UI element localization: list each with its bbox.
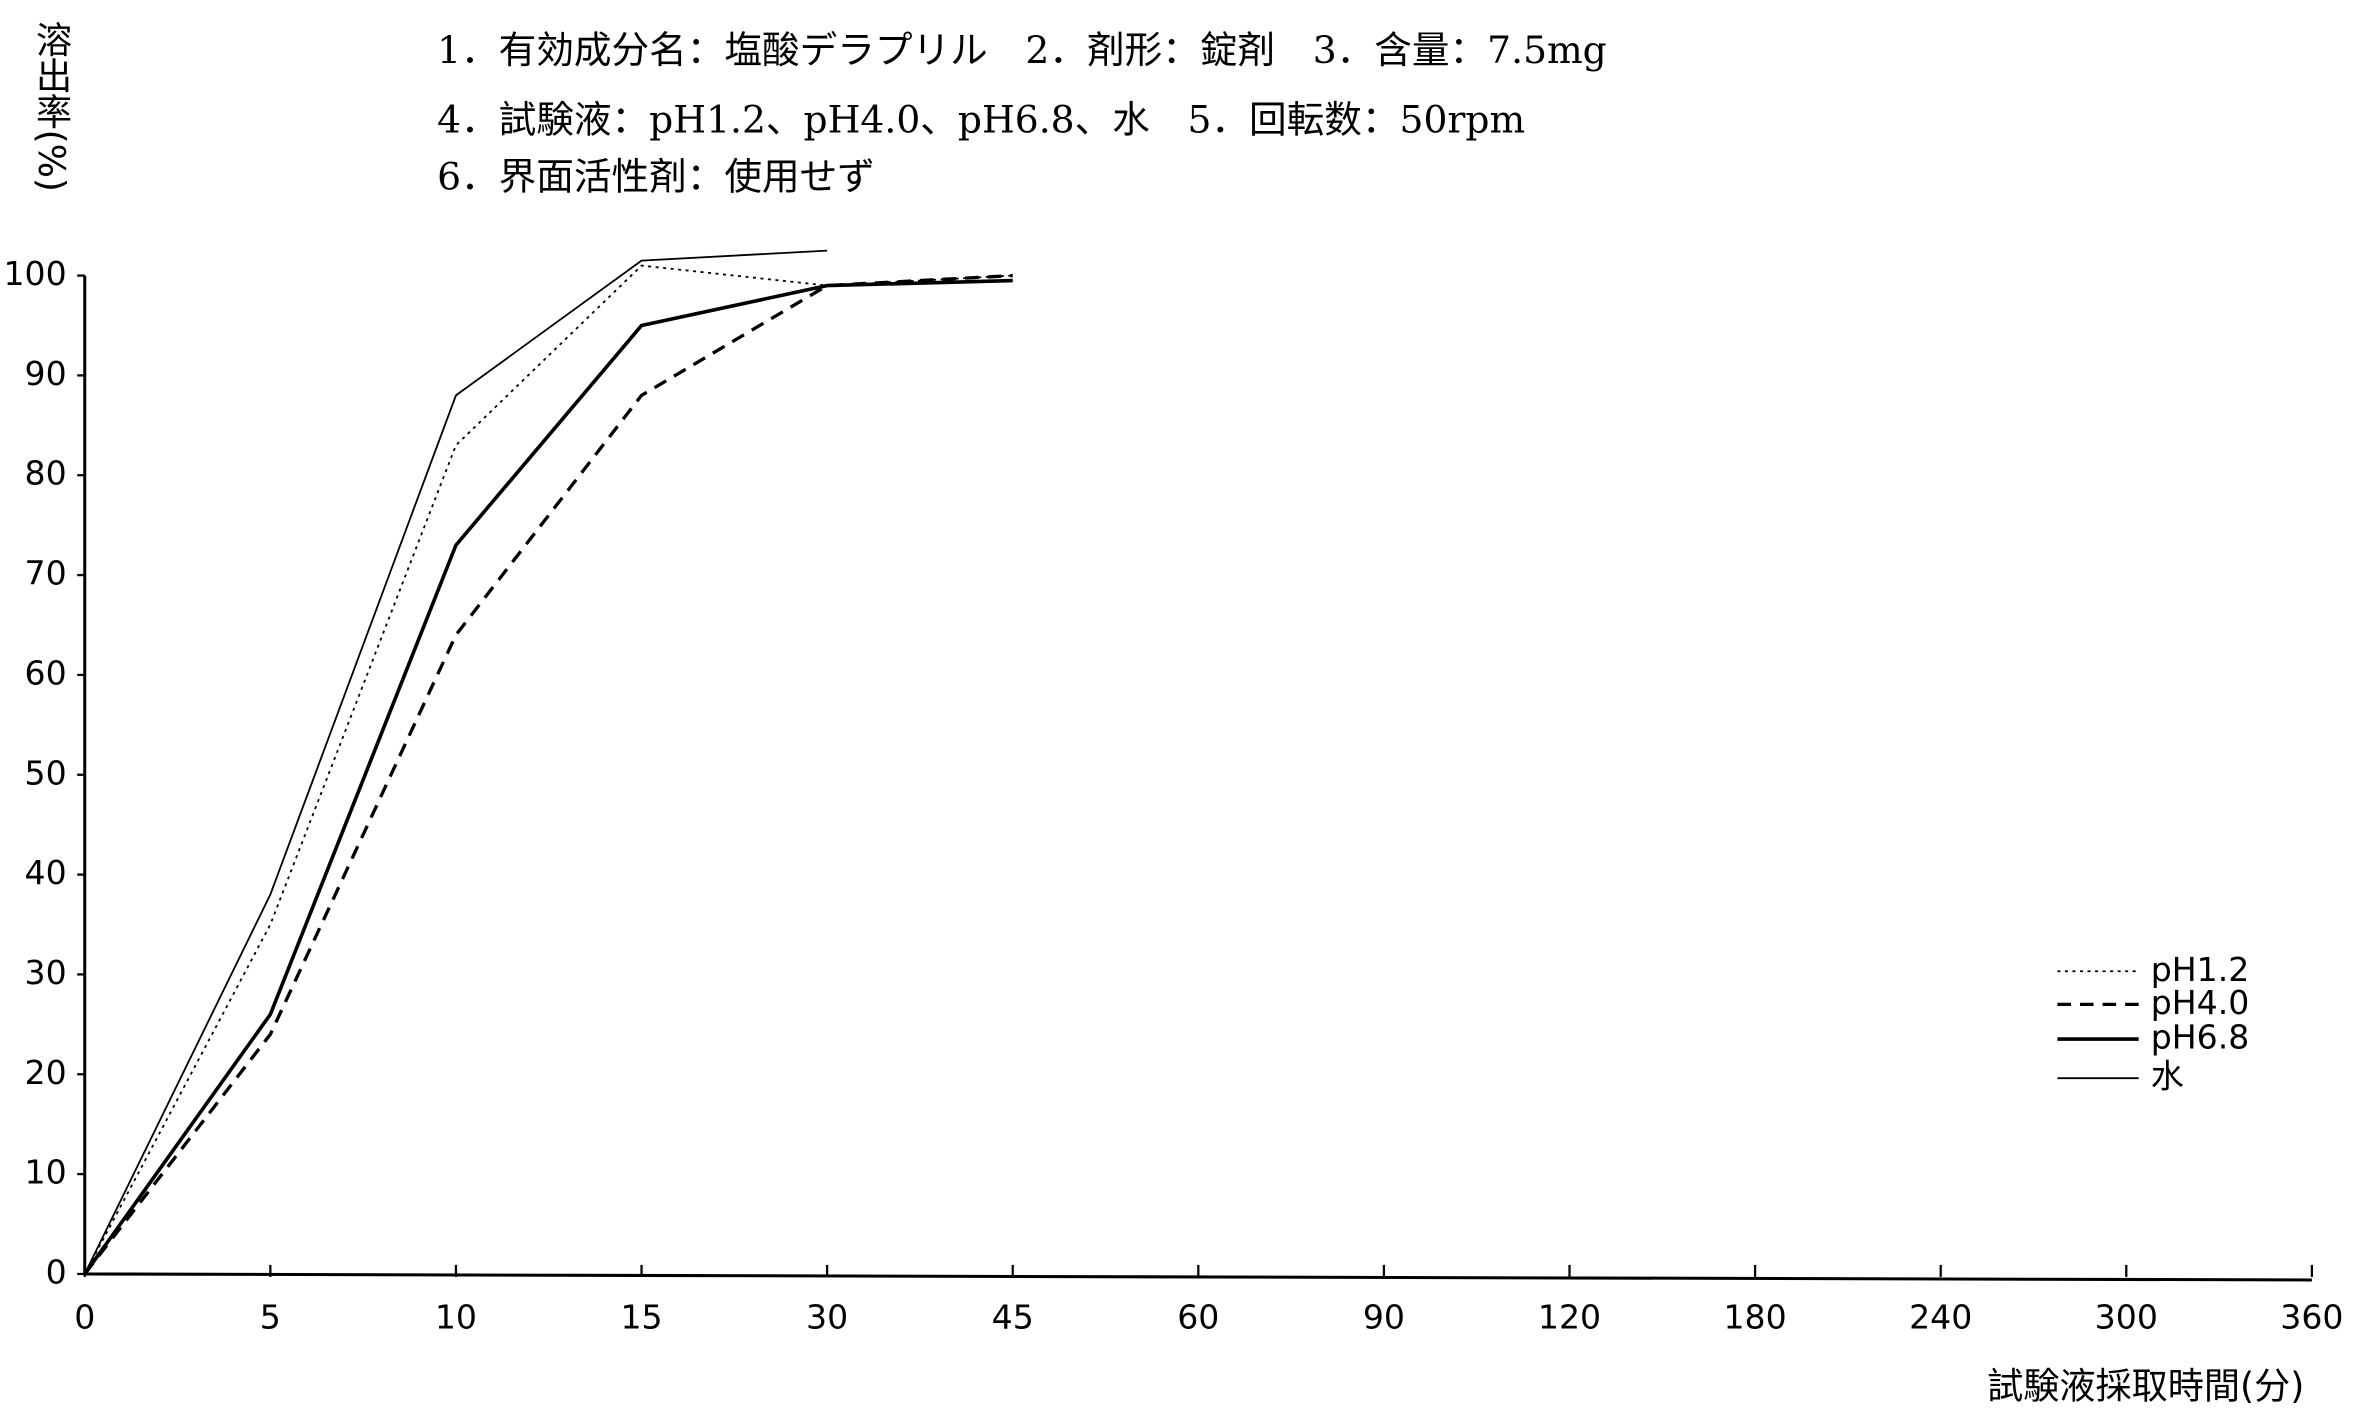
y-axis-label: 溶出率(%) xyxy=(30,21,73,192)
series-line xyxy=(83,273,1013,1275)
x-tick-label: 120 xyxy=(1538,1298,1601,1337)
x-tick-label: 240 xyxy=(1909,1298,1972,1337)
y-tick-label: 50 xyxy=(25,753,67,792)
x-tick-label: 360 xyxy=(2280,1298,2343,1337)
x-tick-label: 60 xyxy=(1177,1298,1219,1337)
x-tick-label: 45 xyxy=(992,1298,1034,1337)
y-tick-label: 0 xyxy=(46,1252,67,1291)
series-line xyxy=(83,278,1013,1275)
x-axis-label: 試験液採取時間(分) xyxy=(1987,1364,2304,1407)
y-tick-label: 60 xyxy=(25,653,67,692)
series-line xyxy=(83,249,828,1275)
x-tick-label: 180 xyxy=(1724,1298,1787,1337)
legend-label: 水 xyxy=(2151,1057,2184,1096)
x-tick-label: 300 xyxy=(2095,1298,2158,1337)
legend-label: pH1.2 xyxy=(2151,950,2250,989)
x-tick-label: 5 xyxy=(260,1298,281,1337)
y-tick-label: 30 xyxy=(25,953,67,992)
x-tick-label: 30 xyxy=(806,1298,848,1337)
header-line: 1．有効成分名：塩酸デラプリル 2．剤形：錠剤 3．含量：7.5mg xyxy=(437,28,1607,72)
legend-label: pH4.0 xyxy=(2151,983,2250,1022)
x-tick-label: 0 xyxy=(74,1298,95,1337)
y-tick-label: 100 xyxy=(3,254,66,293)
y-tick-label: 40 xyxy=(25,853,67,892)
x-tick-label: 10 xyxy=(435,1298,477,1337)
y-tick-label: 20 xyxy=(25,1053,67,1092)
y-tick-label: 90 xyxy=(25,354,67,393)
y-tick-label: 70 xyxy=(25,554,67,593)
y-tick-label: 10 xyxy=(25,1153,67,1192)
series-line xyxy=(83,264,1013,1275)
header-line: 4．試験液：pH1.2、pH4.0、pH6.8、水 5．回転数：50rpm xyxy=(437,98,1525,142)
x-tick-label: 90 xyxy=(1363,1298,1405,1337)
y-tick-label: 80 xyxy=(25,454,67,493)
x-tick-label: 15 xyxy=(620,1298,662,1337)
header-line: 6．界面活性剤：使用せず xyxy=(437,155,875,199)
legend-label: pH6.8 xyxy=(2151,1018,2250,1057)
